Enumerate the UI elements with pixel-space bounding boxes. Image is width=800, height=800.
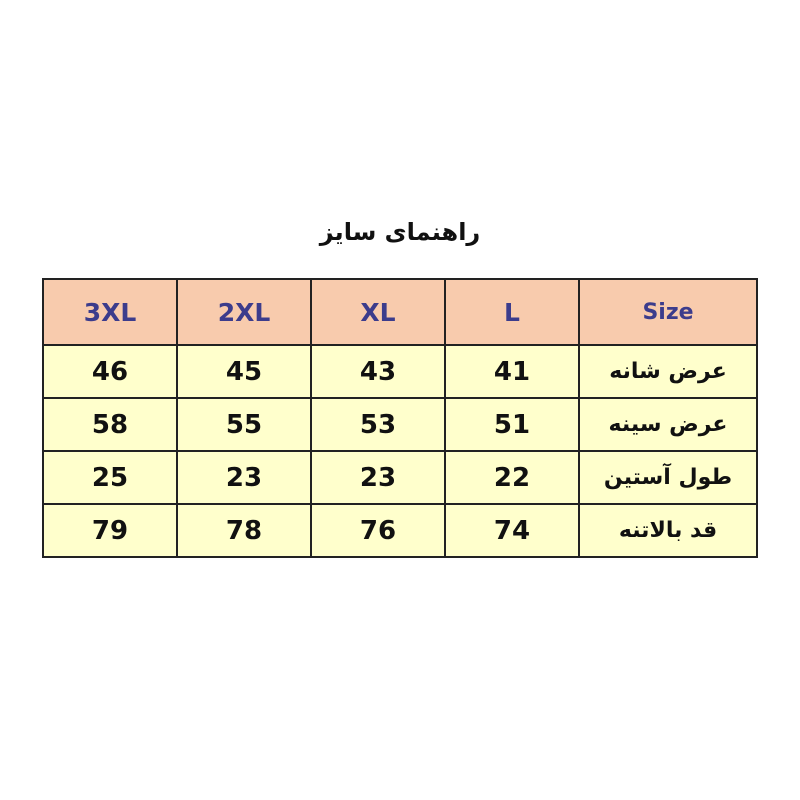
table-cell: 23 (310, 450, 446, 505)
table-row: عرض شانه 41 43 45 46 (42, 344, 758, 399)
table-row: عرض سینه 51 53 55 58 (42, 397, 758, 452)
page-title: راهنمای سایز (319, 218, 481, 246)
table-cell: 58 (42, 397, 178, 452)
table-cell: 53 (310, 397, 446, 452)
table-cell: 79 (42, 503, 178, 558)
table-cell: 45 (176, 344, 312, 399)
table-cell: 43 (310, 344, 446, 399)
table-cell: 55 (176, 397, 312, 452)
table-cell: 78 (176, 503, 312, 558)
row-label: طول آستین (578, 450, 758, 505)
table-cell: 25 (42, 450, 178, 505)
table-cell: 51 (444, 397, 580, 452)
header-cell: L (444, 278, 580, 346)
table-cell: 41 (444, 344, 580, 399)
header-cell: Size (578, 278, 758, 346)
table-cell: 74 (444, 503, 580, 558)
table-cell: 23 (176, 450, 312, 505)
row-label: عرض شانه (578, 344, 758, 399)
table-cell: 46 (42, 344, 178, 399)
table-header-row: Size L XL 2XL 3XL (42, 278, 758, 346)
row-label: عرض سینه (578, 397, 758, 452)
table-cell: 76 (310, 503, 446, 558)
table-row: طول آستین 22 23 23 25 (42, 450, 758, 505)
row-label: قد بالاتنه (578, 503, 758, 558)
header-cell: 3XL (42, 278, 178, 346)
header-cell: 2XL (176, 278, 312, 346)
table-cell: 22 (444, 450, 580, 505)
table-row: قد بالاتنه 74 76 78 79 (42, 503, 758, 558)
header-cell: XL (310, 278, 446, 346)
size-table: Size L XL 2XL 3XL عرض شانه 41 43 45 46 ع… (42, 278, 758, 558)
